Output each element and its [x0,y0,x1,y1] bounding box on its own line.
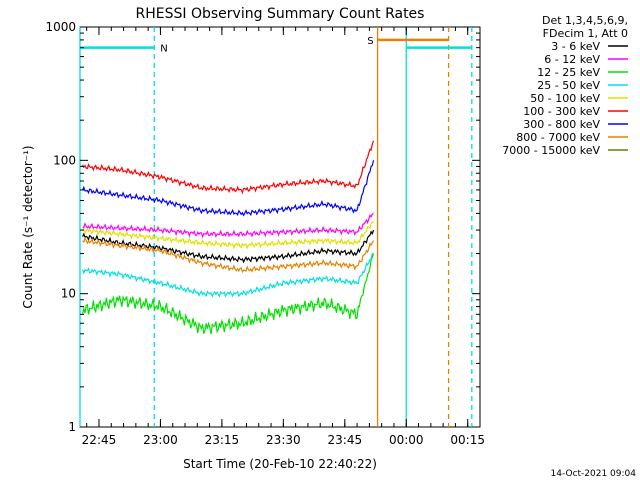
series-line [82,160,375,217]
legend-label: 7000 - 15000 keV [502,144,600,157]
y-tick-label: 1000 [45,20,76,34]
x-tick-label: 00:00 [389,433,424,447]
x-tick-label: 23:45 [328,433,363,447]
flag-bars: NS [80,36,472,55]
legend-label: 12 - 25 keV [537,66,600,79]
legend-label: 50 - 100 keV [530,92,600,105]
legend-label: 800 - 7000 keV [516,131,600,144]
x-tick-label: 23:00 [143,433,178,447]
series-line [82,229,375,264]
legend-label: 300 - 800 keV [523,118,600,131]
legend: Det 1,3,4,5,6,9,FDecim 1, Att 03 - 6 keV… [502,14,628,157]
series-lines [82,140,375,335]
timestamp: 14-Oct-2021 09:04 [551,469,637,479]
x-tick-label: 22:45 [82,433,117,447]
legend-header: Det 1,3,4,5,6,9, [542,14,628,27]
series-line [82,140,375,195]
x-tick-label: 00:15 [450,433,485,447]
legend-label: 25 - 50 keV [537,79,600,92]
x-tick-label: 23:15 [205,433,240,447]
legend-header: FDecim 1, Att 0 [543,27,628,40]
series-line [82,253,375,335]
x-axis: 22:45 23:00 23:15 23:30 23:45 00:00 00:15 [82,27,485,447]
y-axis-label: Count Rate (s⁻¹ detector⁻¹) [21,145,35,308]
series-line [82,220,374,250]
time-markers [79,27,473,427]
x-axis-label: Start Time (20-Feb-10 22:40:22) [183,457,377,471]
y-axis: 1 10 100 1000 [45,20,480,434]
chart-title: RHESSI Observing Summary Count Rates [136,6,425,22]
flag-label: S [367,36,373,47]
legend-label: 6 - 12 keV [544,53,600,66]
series-line [82,212,374,239]
y-tick-label: 100 [53,153,76,167]
y-tick-label: 10 [61,287,76,301]
legend-label: 100 - 300 keV [523,105,600,118]
x-tick-label: 23:30 [266,433,301,447]
plot-area [79,26,481,428]
series-line [82,252,374,298]
y-tick-label: 1 [68,420,76,434]
legend-label: 3 - 6 keV [551,40,600,53]
flag-label: N [160,44,167,55]
series-line [82,236,375,274]
